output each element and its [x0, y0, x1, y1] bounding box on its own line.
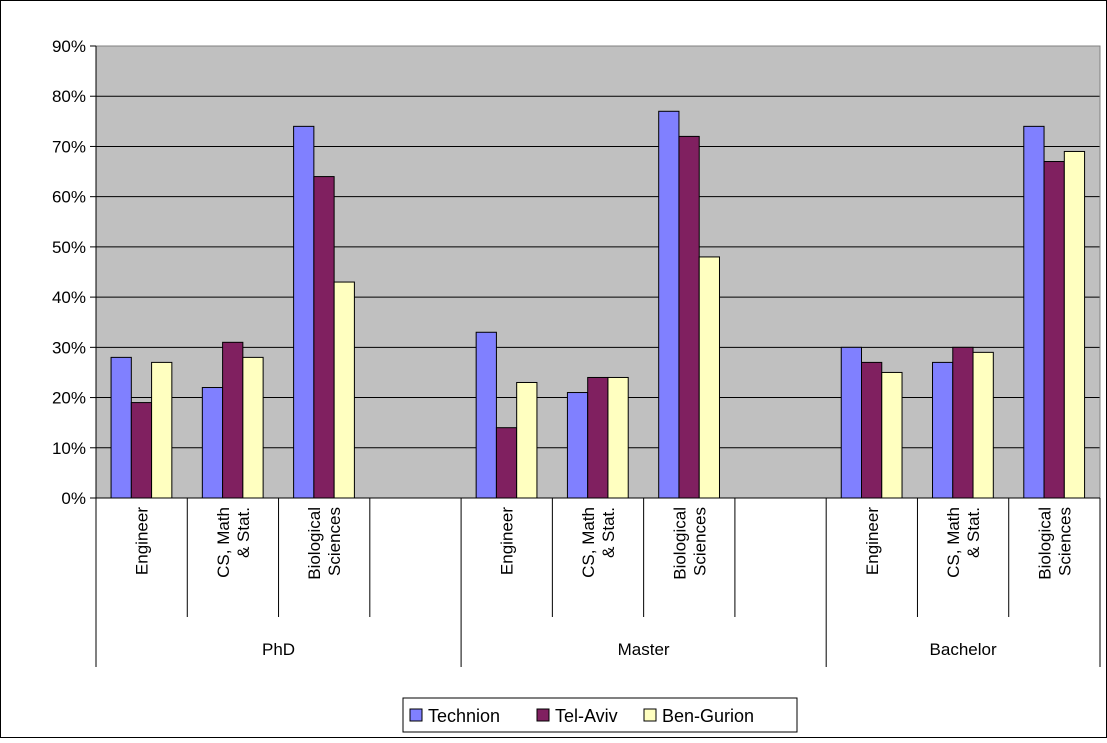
y-tick-label: 20%	[52, 389, 86, 408]
y-tick-label: 0%	[61, 489, 86, 508]
bar-technion	[658, 110, 680, 499]
category-label: Sciences	[325, 507, 344, 576]
category-label: & Stat.	[599, 507, 618, 558]
y-tick-label: 70%	[52, 137, 86, 156]
legend	[402, 697, 798, 733]
y-tick-label: 90%	[52, 37, 86, 56]
group-label: Bachelor	[930, 640, 997, 659]
bar-tel-aviv	[861, 361, 883, 499]
bar-technion	[201, 387, 224, 499]
y-tick-label: 30%	[52, 338, 86, 357]
category-label: Engineer	[133, 507, 152, 575]
category-label: & Stat.	[234, 507, 253, 558]
bar-tel-aviv	[678, 135, 700, 499]
y-tick-label: 60%	[52, 188, 86, 207]
bar-ben-gurion	[698, 256, 720, 499]
y-tick-label: 40%	[52, 288, 86, 307]
category-label: CS, Math	[579, 507, 598, 578]
category-label: Biological	[1035, 507, 1054, 580]
bar-tel-aviv	[222, 341, 244, 499]
bar-tel-aviv	[130, 402, 153, 499]
bar-ben-gurion	[333, 281, 355, 499]
legend-label: Ben-Gurion	[662, 706, 754, 726]
bar-tel-aviv	[313, 176, 335, 499]
y-tick-label: 80%	[52, 87, 86, 106]
bar-tel-aviv	[587, 376, 609, 499]
bar-technion	[293, 125, 315, 499]
bar-technion	[1023, 125, 1045, 499]
legend-swatch	[409, 708, 423, 722]
bar-tel-aviv	[1043, 161, 1065, 499]
bar-ben-gurion	[516, 381, 538, 499]
category-label: Sciences	[690, 507, 709, 576]
bar-tel-aviv	[495, 427, 518, 499]
category-label: & Stat.	[964, 507, 983, 558]
category-label: Biological	[305, 507, 324, 580]
legend-swatch	[536, 708, 550, 722]
category-label: Biological	[670, 507, 689, 580]
category-label: CS, Math	[944, 507, 963, 578]
category-label: Engineer	[498, 507, 517, 575]
bar-ben-gurion	[881, 371, 903, 499]
category-label: Engineer	[863, 507, 882, 575]
legend-label: Technion	[428, 706, 500, 726]
category-label: CS, Math	[214, 507, 233, 578]
bar-technion	[840, 346, 863, 499]
bar-technion	[110, 356, 132, 499]
bar-ben-gurion	[151, 361, 173, 499]
bar-technion	[475, 331, 497, 499]
legend-label: Tel-Aviv	[555, 706, 618, 726]
group-label: PhD	[262, 640, 295, 659]
bar-tel-aviv	[952, 346, 974, 499]
bar-technion	[932, 361, 954, 499]
legend-swatch	[643, 708, 657, 722]
bar-ben-gurion	[607, 376, 629, 499]
group-label: Master	[618, 640, 670, 659]
category-label: Sciences	[1055, 507, 1074, 576]
bar-ben-gurion	[242, 356, 264, 499]
y-tick-label: 50%	[52, 238, 86, 257]
y-tick-label: 10%	[52, 439, 86, 458]
bar-ben-gurion	[1063, 150, 1086, 499]
bar-ben-gurion	[972, 351, 994, 499]
bar-technion	[566, 392, 589, 499]
